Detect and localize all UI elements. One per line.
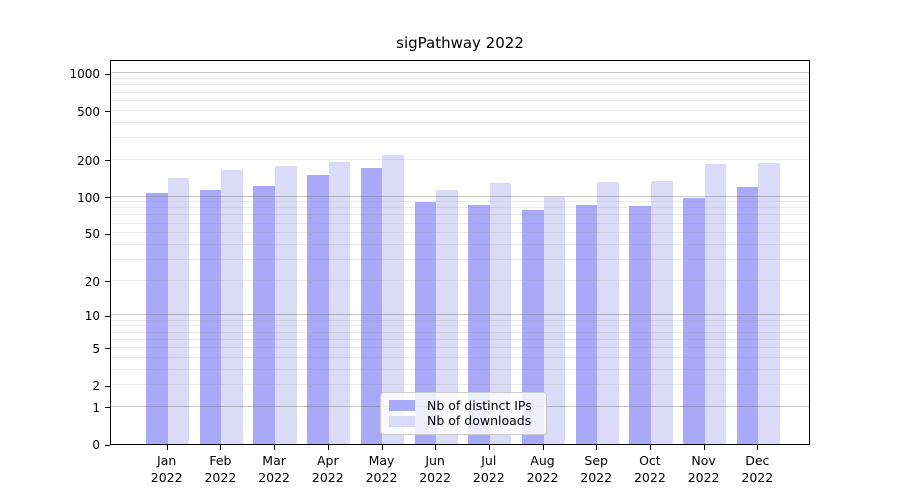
x-tick-mark-sep — [596, 445, 598, 450]
bar-distinct-ips-mar — [253, 186, 276, 444]
bar-downloads-mar — [275, 166, 297, 444]
bar-distinct-ips-oct — [629, 205, 651, 444]
y-tick-label-100: 100 — [77, 190, 100, 205]
x-tick-label-may: May 2022 — [365, 453, 398, 485]
legend-label-distinct-ips: Nb of distinct IPs — [427, 397, 532, 413]
y-tick-label-2: 2 — [92, 379, 100, 394]
bar-downloads-dec — [758, 163, 780, 444]
y-tick-label-20: 20 — [84, 274, 100, 289]
bar-distinct-ips-jul — [468, 204, 490, 444]
x-tick-mark-feb — [220, 445, 222, 450]
y-tick-mark-20 — [105, 281, 110, 283]
x-tick-label-feb: Feb 2022 — [204, 453, 237, 485]
x-tick-label-dec: Dec 2022 — [741, 453, 774, 485]
y-tick-label-10: 10 — [84, 309, 100, 324]
y-tick-label-500: 500 — [77, 104, 100, 119]
x-tick-label-jun: Jun 2022 — [419, 453, 451, 485]
x-tick-mark-apr — [327, 445, 329, 450]
plot-area: Nb of distinct IPs Nb of downloads — [110, 60, 810, 445]
bar-downloads-sep — [597, 181, 619, 444]
bar-downloads-feb — [221, 169, 243, 444]
y-tick-mark-50 — [105, 233, 110, 235]
y-tick-label-0: 0 — [92, 438, 100, 452]
bar-downloads-aug — [543, 196, 566, 444]
x-tick-mark-mar — [274, 445, 276, 450]
legend-item-distinct-ips: Nb of distinct IPs — [389, 398, 538, 414]
bar-downloads-may — [382, 154, 405, 444]
y-tick-label-1: 1 — [92, 400, 100, 415]
y-tick-mark-10 — [105, 315, 110, 317]
y-tick-label-1000: 1000 — [69, 67, 100, 82]
y-tick-mark-2 — [105, 385, 110, 387]
bar-distinct-ips-feb — [199, 190, 222, 444]
y-tick-label-200: 200 — [77, 153, 100, 168]
bar-distinct-ips-may — [360, 168, 383, 444]
bar-distinct-ips-apr — [307, 174, 329, 444]
x-tick-mark-aug — [542, 445, 544, 450]
bar-downloads-oct — [650, 180, 673, 444]
bars-layer — [111, 61, 809, 444]
y-tick-label-50: 50 — [84, 227, 100, 242]
y-tick-mark-1 — [105, 407, 110, 409]
bar-downloads-jun — [436, 190, 458, 444]
x-tick-label-oct: Oct 2022 — [633, 453, 666, 485]
x-tick-mark-jan — [166, 445, 168, 450]
x-tick-mark-jun — [435, 445, 437, 450]
y-tick-mark-500 — [105, 111, 110, 113]
legend: Nb of distinct IPs Nb of downloads — [380, 392, 547, 435]
x-tick-label-mar: Mar 2022 — [258, 453, 290, 485]
bar-distinct-ips-jan — [146, 192, 168, 444]
x-tick-mark-may — [381, 445, 383, 450]
y-tick-label-5: 5 — [92, 341, 100, 356]
y-tick-mark-1000 — [105, 73, 110, 75]
x-tick-mark-dec — [757, 445, 759, 450]
x-tick-label-aug: Aug 2022 — [526, 453, 559, 485]
x-tick-label-jan: Jan 2022 — [150, 453, 183, 485]
y-tick-mark-0 — [105, 444, 110, 446]
bar-distinct-ips-aug — [521, 209, 544, 444]
bar-distinct-ips-jun — [414, 201, 437, 444]
bar-downloads-jan — [167, 178, 190, 444]
bar-distinct-ips-nov — [683, 197, 705, 444]
legend-swatch-distinct-ips — [389, 400, 415, 412]
bar-distinct-ips-sep — [575, 205, 598, 444]
y-tick-mark-100 — [105, 197, 110, 198]
x-tick-mark-nov — [703, 445, 705, 450]
x-tick-mark-jul — [488, 445, 490, 450]
x-tick-label-sep: Sep 2022 — [580, 453, 613, 485]
legend-swatch-downloads — [389, 415, 415, 427]
chart-title: sigPathway 2022 — [396, 34, 524, 52]
x-tick-mark-oct — [649, 445, 651, 450]
x-tick-label-jul: Jul 2022 — [472, 453, 505, 485]
y-tick-mark-5 — [105, 348, 110, 350]
bar-downloads-jul — [489, 182, 512, 444]
x-tick-label-nov: Nov 2022 — [687, 453, 720, 485]
bar-distinct-ips-dec — [736, 186, 759, 444]
x-tick-label-apr: Apr 2022 — [311, 453, 344, 485]
legend-item-downloads: Nb of downloads — [389, 414, 538, 430]
bar-downloads-nov — [704, 164, 727, 444]
legend-label-downloads: Nb of downloads — [427, 413, 532, 429]
bar-downloads-apr — [328, 162, 351, 444]
y-tick-mark-200 — [105, 160, 110, 162]
